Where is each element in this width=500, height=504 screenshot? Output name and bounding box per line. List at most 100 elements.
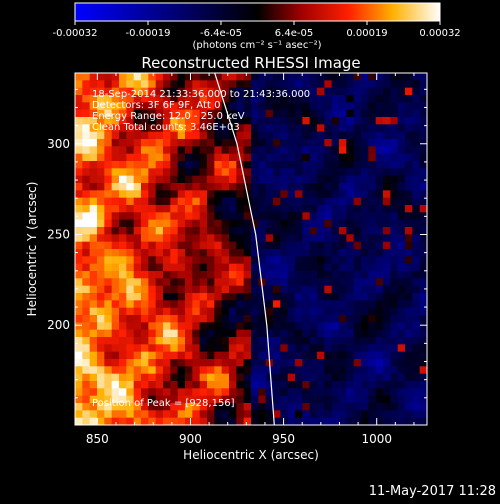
heatmap-cell <box>148 388 157 397</box>
heatmap-cell <box>383 190 391 199</box>
heatmap-cell <box>419 117 427 125</box>
heatmap-cell <box>236 73 245 81</box>
heatmap-cell <box>141 139 149 147</box>
heatmap-cell <box>236 373 245 382</box>
heatmap-cell <box>192 263 201 272</box>
heatmap-cell <box>339 395 347 404</box>
heatmap-cell <box>302 124 311 133</box>
heatmap-cell <box>104 73 113 81</box>
heatmap-cell <box>353 300 362 309</box>
heatmap-cell <box>133 124 142 133</box>
heatmap-cell <box>390 205 399 213</box>
heatmap-cell <box>185 234 193 243</box>
heatmap-cell <box>397 256 406 265</box>
heatmap-cell <box>331 300 340 309</box>
heatmap-cell <box>405 249 413 257</box>
heatmap-cell <box>397 285 406 294</box>
heatmap-cell <box>251 212 259 221</box>
heatmap-cell <box>361 175 369 184</box>
heatmap-cell <box>155 124 164 133</box>
heatmap-cell <box>309 263 318 272</box>
heatmap-cell <box>397 80 406 89</box>
heatmap-cell <box>199 161 208 169</box>
heatmap-cell <box>317 131 325 140</box>
heatmap-cell <box>221 351 230 360</box>
heatmap-cell <box>309 168 318 177</box>
heatmap-cell <box>375 344 384 353</box>
heatmap-cell <box>82 161 91 169</box>
heatmap-cell <box>309 124 318 133</box>
heatmap-cell <box>412 271 421 279</box>
heatmap-cell <box>280 388 289 397</box>
heatmap-cell <box>104 388 113 397</box>
heatmap-cell <box>273 278 281 287</box>
heatmap-cell <box>177 95 186 103</box>
heatmap-cell <box>331 315 340 323</box>
heatmap-cell <box>199 249 208 257</box>
heatmap-cell <box>243 256 252 265</box>
heatmap-cell <box>397 175 406 184</box>
heatmap-cell <box>361 278 369 287</box>
heatmap-cell <box>324 139 333 147</box>
heatmap-cell <box>75 146 83 155</box>
heatmap-cell <box>251 161 259 169</box>
heatmap-cell <box>192 403 201 411</box>
heatmap-cell <box>324 183 333 191</box>
heatmap-cell <box>331 117 340 125</box>
heatmap-cell <box>361 307 369 316</box>
heatmap-cell <box>346 351 355 360</box>
heatmap-cell <box>192 285 201 294</box>
heatmap-cell <box>75 175 83 184</box>
heatmap-cell <box>89 381 98 389</box>
heatmap-cell <box>155 315 164 323</box>
heatmap-cell <box>339 278 347 287</box>
heatmap-cell <box>207 285 215 294</box>
heatmap-cell <box>236 168 245 177</box>
heatmap-cell <box>243 168 252 177</box>
heatmap-cell <box>111 205 120 213</box>
heatmap-cell <box>368 322 377 331</box>
heatmap-cell <box>229 366 237 375</box>
heatmap-cell <box>375 146 384 155</box>
heatmap-cell <box>287 300 296 309</box>
heatmap-cell <box>383 351 391 360</box>
heatmap-cell <box>397 197 406 206</box>
heatmap-cell <box>75 388 83 397</box>
heatmap-cell <box>133 183 142 191</box>
heatmap-cell <box>89 241 98 250</box>
heatmap-cell <box>251 131 259 140</box>
heatmap-cell <box>170 417 179 425</box>
heatmap-cell <box>148 190 157 199</box>
heatmap-cell <box>302 410 311 419</box>
heatmap-cell <box>185 329 193 338</box>
heatmap-cell <box>295 249 303 257</box>
heatmap-cell <box>258 190 267 199</box>
heatmap-cell <box>397 366 406 375</box>
heatmap-cell <box>383 403 391 411</box>
heatmap-cell <box>82 410 91 419</box>
heatmap-cell <box>375 234 384 243</box>
heatmap-cell <box>199 344 208 353</box>
heatmap-cell <box>89 212 98 221</box>
heatmap-cell <box>214 315 223 323</box>
heatmap-cell <box>265 95 274 103</box>
heatmap-cell <box>280 293 289 301</box>
heatmap-cell <box>214 322 223 331</box>
heatmap-cell <box>383 337 391 345</box>
heatmap-cell <box>221 124 230 133</box>
heatmap-cell <box>287 168 296 177</box>
heatmap-cell <box>75 109 83 118</box>
heatmap-cell <box>273 249 281 257</box>
heatmap-cell <box>229 307 237 316</box>
heatmap-cell <box>119 87 127 96</box>
heatmap-cell <box>75 124 83 133</box>
heatmap-cell <box>185 293 193 301</box>
heatmap-cell <box>309 161 318 169</box>
heatmap-cell <box>280 337 289 345</box>
heatmap-cell <box>273 168 281 177</box>
heatmap-cell <box>126 161 135 169</box>
heatmap-cell <box>82 417 91 425</box>
heatmap-cell <box>346 153 355 162</box>
heatmap-cell <box>177 131 186 140</box>
heatmap-cell <box>214 300 223 309</box>
